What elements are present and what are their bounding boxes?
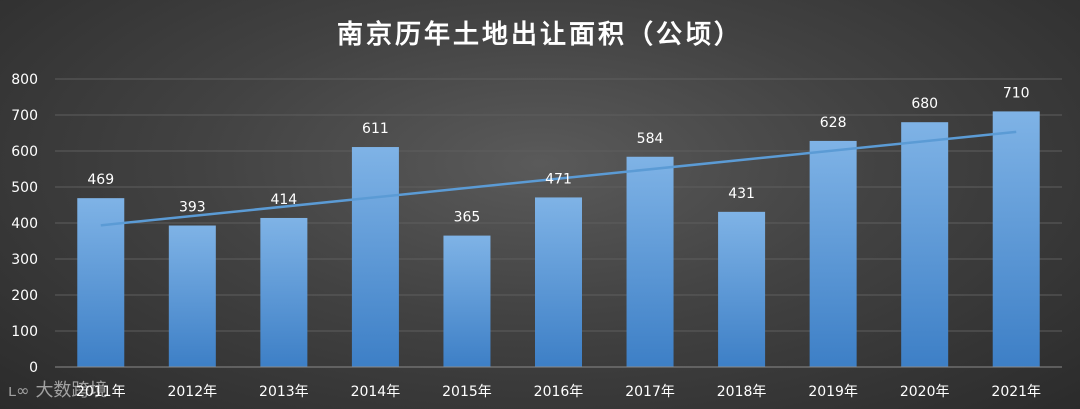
data-label: 471	[545, 171, 572, 187]
data-label: 414	[270, 192, 297, 208]
x-tick-label: 2019年	[808, 384, 858, 400]
data-label: 393	[179, 200, 206, 216]
watermark: ʟ∞ 大数跨境	[8, 376, 107, 402]
x-tick-label: 2021年	[991, 384, 1041, 400]
watermark-text: 大数跨境	[35, 380, 108, 401]
x-tick-label: 2012年	[167, 384, 217, 400]
bar-2019年	[809, 140, 857, 367]
watermark-logo-icon: ʟ∞	[8, 381, 30, 400]
x-tick-label: 2020年	[900, 384, 950, 400]
trendline	[100, 130, 1017, 227]
y-tick-label: 600	[11, 144, 38, 160]
bar-2018年	[718, 211, 766, 367]
data-label: 365	[454, 210, 481, 226]
chart-title: 南京历年土地出让面积（公顷）	[336, 20, 743, 50]
data-label: 469	[87, 172, 114, 188]
bar-2017年	[626, 156, 674, 367]
bar-2011年	[77, 198, 125, 367]
y-tick-label: 700	[11, 108, 38, 124]
data-label: 710	[1003, 85, 1030, 101]
bar-2020年	[901, 122, 949, 367]
x-tick-label: 2016年	[534, 384, 584, 400]
data-label: 680	[911, 96, 938, 112]
y-tick-label: 800	[11, 72, 38, 88]
x-tick-label: 2013年	[259, 384, 309, 400]
y-tick-label: 0	[29, 360, 38, 376]
x-tick-label: 2011年	[76, 384, 126, 400]
data-label: 628	[820, 115, 847, 131]
y-tick-label: 100	[11, 324, 38, 340]
bar-2021年	[992, 111, 1040, 368]
bar-2012年	[168, 225, 216, 367]
data-label: 584	[637, 131, 664, 147]
bar-2016年	[535, 197, 582, 367]
bar-2015年	[443, 235, 491, 367]
x-tick-label: 2017年	[625, 384, 675, 400]
bar-2013年	[260, 217, 308, 367]
x-tick-label: 2018年	[717, 384, 767, 400]
y-tick-label: 300	[11, 252, 38, 268]
data-label: 431	[728, 186, 755, 202]
x-tick-label: 2015年	[442, 384, 492, 400]
y-tick-label: 500	[11, 180, 38, 196]
bar-2014年	[351, 147, 399, 367]
data-label: 611	[362, 121, 389, 137]
y-tick-label: 400	[11, 216, 38, 232]
y-tick-label: 200	[11, 288, 38, 304]
x-tick-label: 2014年	[351, 384, 401, 400]
